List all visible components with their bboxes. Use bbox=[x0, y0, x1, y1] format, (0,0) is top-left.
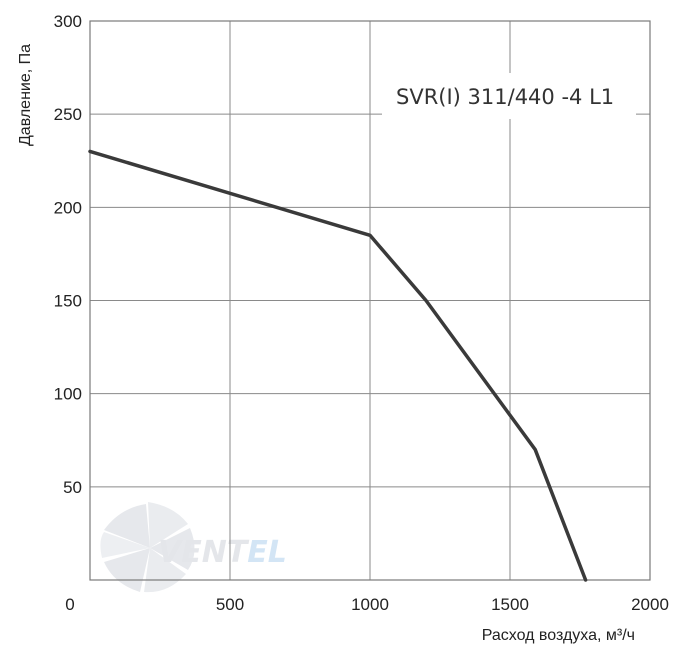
y-axis-label: Давление, Па bbox=[17, 44, 34, 146]
x-tick-label: 2000 bbox=[631, 595, 669, 614]
y-tick-label: 200 bbox=[54, 198, 82, 217]
watermark-part1: VENT bbox=[158, 535, 250, 570]
x-tick-label: 1000 bbox=[351, 595, 389, 614]
x-tick-label: 500 bbox=[216, 595, 244, 614]
y-tick-label: 150 bbox=[54, 292, 82, 311]
grid bbox=[90, 21, 650, 580]
series-line bbox=[88, 149, 588, 582]
plot-frame bbox=[89, 20, 651, 581]
watermark-part2: EL bbox=[247, 535, 287, 570]
model-label-box bbox=[382, 73, 636, 119]
tick-labels: 0 500 1000 1500 2000 300 250 200 150 100 50 bbox=[54, 12, 669, 614]
watermark: VENTEL bbox=[100, 502, 287, 593]
y-tick-label: 250 bbox=[54, 105, 82, 124]
x-tick-label: 0 bbox=[65, 595, 74, 614]
x-tick-label: 1500 bbox=[491, 595, 529, 614]
fan-icon bbox=[100, 502, 195, 593]
y-tick-label: 50 bbox=[63, 478, 82, 497]
y-tick-label: 300 bbox=[54, 12, 82, 31]
series-layer bbox=[88, 149, 588, 582]
watermark-text: VENTEL bbox=[158, 535, 287, 570]
model-label: SVR(I) 311/440 -4 L1 bbox=[396, 85, 614, 109]
y-tick-label: 100 bbox=[54, 385, 82, 404]
x-axis-label: Расход воздуха, м³/ч bbox=[482, 627, 635, 644]
